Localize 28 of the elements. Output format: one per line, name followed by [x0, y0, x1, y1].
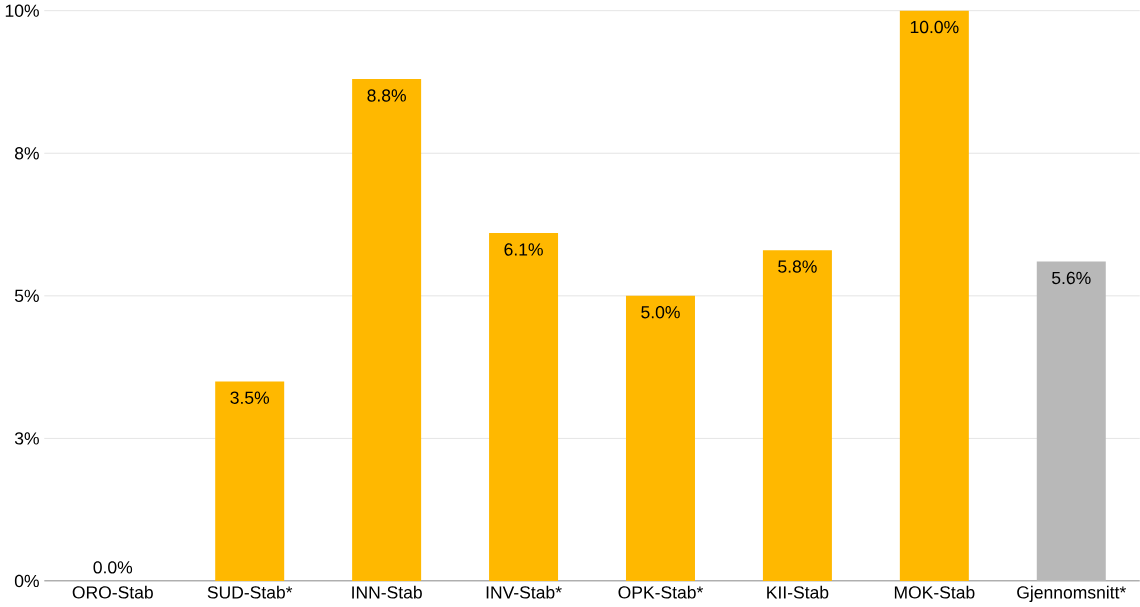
y-tick-label: 5%	[14, 289, 39, 303]
bar	[215, 381, 285, 582]
bar	[352, 79, 422, 582]
y-tick-label: 0%	[14, 575, 39, 588]
x-tick-label: INV-Stab*	[486, 585, 562, 599]
data-label: 10.0%	[910, 21, 959, 34]
bar	[625, 296, 695, 582]
bar	[899, 10, 969, 582]
x-tick-label: SUD-Stab*	[207, 585, 293, 599]
data-label: 6.1%	[504, 243, 543, 256]
data-label: 0.0%	[93, 561, 133, 574]
y-tick-label: 10%	[5, 4, 39, 18]
data-label: 5.6%	[1052, 271, 1091, 285]
bar	[762, 250, 832, 582]
data-label: 3.5%	[230, 391, 270, 405]
data-label: 5.0%	[641, 306, 680, 319]
x-tick-label: MOK-Stab	[894, 585, 975, 599]
y-tick-label: 3%	[14, 432, 39, 445]
y-tick-label: 8%	[14, 147, 39, 160]
bar	[1036, 261, 1106, 582]
x-tick-label: KII-Stab	[767, 585, 829, 599]
bar	[489, 233, 559, 582]
data-label: 5.8%	[778, 260, 817, 273]
x-tick-label: ORO-Stab	[72, 585, 153, 599]
x-tick-label: OPK-Stab*	[618, 585, 704, 599]
data-label: 8.8%	[367, 89, 406, 102]
x-tick-label: INN-Stab	[352, 585, 422, 599]
x-tick-label: Gjennomsnitt*	[1017, 585, 1126, 603]
